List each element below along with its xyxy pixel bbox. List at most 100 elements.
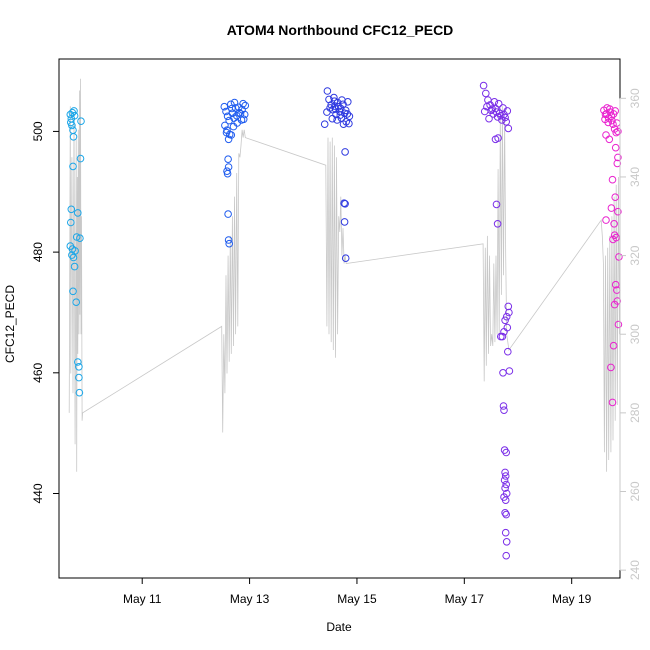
data-point-group4 bbox=[494, 134, 502, 142]
data-point-group4 bbox=[499, 402, 508, 410]
data-point-group4 bbox=[501, 528, 510, 537]
data-point-group5 bbox=[608, 116, 616, 125]
data-point-group2 bbox=[224, 155, 232, 163]
data-point-group2 bbox=[240, 110, 249, 119]
data-point-group1 bbox=[74, 209, 82, 217]
data-point-group5 bbox=[614, 320, 623, 329]
right-tick-label: 320 bbox=[628, 245, 642, 265]
data-point-group3 bbox=[339, 120, 348, 128]
data-point-group4 bbox=[491, 104, 500, 113]
data-point-group3 bbox=[341, 148, 349, 156]
data-point-group5 bbox=[602, 216, 610, 224]
data-point-group4 bbox=[501, 509, 509, 517]
data-point-group4 bbox=[482, 89, 490, 98]
data-point-group4 bbox=[501, 484, 509, 492]
data-point-group1 bbox=[69, 162, 77, 171]
data-point-group2 bbox=[229, 122, 238, 131]
data-point-group5 bbox=[610, 231, 619, 239]
right-tick-label: 240 bbox=[628, 560, 642, 580]
data-point-group4 bbox=[505, 308, 513, 317]
data-point-group2 bbox=[237, 116, 246, 124]
data-point-group1 bbox=[72, 298, 80, 307]
data-point-group4 bbox=[500, 476, 509, 485]
data-point-group3 bbox=[320, 120, 329, 128]
data-point-group3 bbox=[328, 114, 337, 123]
data-point-group4 bbox=[501, 316, 509, 325]
data-point-group1 bbox=[68, 251, 76, 259]
data-point-group4 bbox=[502, 510, 511, 519]
data-point-group4 bbox=[479, 81, 488, 90]
data-point-group3 bbox=[323, 87, 332, 95]
data-point-group5 bbox=[609, 341, 618, 350]
x-tick-label: May 13 bbox=[230, 592, 270, 606]
data-point-group5 bbox=[609, 235, 617, 244]
data-point-group4 bbox=[499, 369, 507, 377]
data-point-group1 bbox=[75, 363, 83, 371]
data-point-group2 bbox=[224, 236, 233, 244]
data-point-group1 bbox=[69, 133, 78, 141]
data-point-group4 bbox=[504, 124, 513, 133]
data-point-group2 bbox=[227, 131, 236, 139]
right-tick-label: 360 bbox=[628, 88, 642, 108]
data-point-group2 bbox=[235, 108, 244, 117]
data-point-group3 bbox=[345, 112, 354, 121]
data-point-group3 bbox=[334, 102, 343, 111]
data-point-group4 bbox=[495, 109, 504, 118]
data-point-group4 bbox=[502, 448, 511, 457]
y-axis-label: CFC12_PECD bbox=[3, 285, 17, 363]
data-point-group4 bbox=[501, 472, 510, 480]
y-tick-label: 500 bbox=[31, 121, 45, 141]
data-point-group2 bbox=[239, 99, 247, 108]
x-tick-label: May 15 bbox=[337, 592, 377, 606]
chart-title: ATOM4 Northbound CFC12_PECD bbox=[227, 22, 454, 38]
data-point-group4 bbox=[502, 551, 511, 560]
data-point-group1 bbox=[76, 234, 84, 242]
data-point-group3 bbox=[341, 106, 350, 115]
plot-area: May 11 May 13 May 15 May 17 May 19 440 460 480 5… bbox=[31, 58, 642, 606]
data-point-group1 bbox=[68, 121, 76, 130]
data-point-group1 bbox=[75, 373, 83, 382]
data-point-group5 bbox=[607, 204, 616, 212]
data-point-group4 bbox=[502, 312, 511, 321]
data-point-group4 bbox=[502, 118, 511, 126]
data-point-group5 bbox=[607, 363, 615, 372]
data-point-group5 bbox=[614, 127, 622, 136]
data-point-group4 bbox=[485, 114, 493, 123]
data-point-group1 bbox=[70, 107, 78, 115]
data-point-group2 bbox=[224, 210, 232, 218]
data-point-group1 bbox=[75, 388, 84, 397]
y-tick-label: 460 bbox=[31, 362, 45, 382]
x-tick-label: May 17 bbox=[445, 592, 485, 606]
data-point-group3 bbox=[343, 110, 352, 118]
data-point-group5 bbox=[610, 300, 619, 309]
x-axis-label: Date bbox=[326, 620, 352, 634]
data-point-group1 bbox=[77, 117, 85, 125]
data-point-group5 bbox=[608, 398, 617, 407]
data-point-group5 bbox=[615, 253, 623, 261]
data-point-group1 bbox=[69, 253, 78, 262]
data-point-group4 bbox=[500, 406, 508, 415]
data-point-group5 bbox=[605, 135, 614, 144]
y-tick-label: 440 bbox=[31, 483, 45, 503]
right-tick-label: 260 bbox=[628, 481, 642, 501]
data-point-group4 bbox=[501, 496, 510, 505]
data-point-group1 bbox=[76, 154, 85, 163]
y-tick-label: 480 bbox=[31, 242, 45, 262]
data-point-group4 bbox=[493, 220, 502, 228]
data-point-group4 bbox=[500, 110, 508, 119]
data-point-group1 bbox=[70, 262, 79, 271]
data-point-group3 bbox=[339, 100, 347, 109]
data-point-group1 bbox=[74, 358, 82, 366]
x-tick-label: May 11 bbox=[123, 592, 162, 606]
data-point-group2 bbox=[225, 239, 233, 248]
data-point-group2 bbox=[221, 121, 229, 130]
data-point-group5 bbox=[608, 175, 617, 184]
data-point-group2 bbox=[222, 128, 231, 137]
data-point-group4 bbox=[502, 538, 511, 546]
right-tick-label: 340 bbox=[628, 167, 642, 187]
data-point-group2 bbox=[241, 101, 250, 110]
data-point-group1 bbox=[67, 218, 75, 227]
data-point-group1 bbox=[69, 287, 77, 296]
right-tick-label: 300 bbox=[628, 324, 642, 344]
